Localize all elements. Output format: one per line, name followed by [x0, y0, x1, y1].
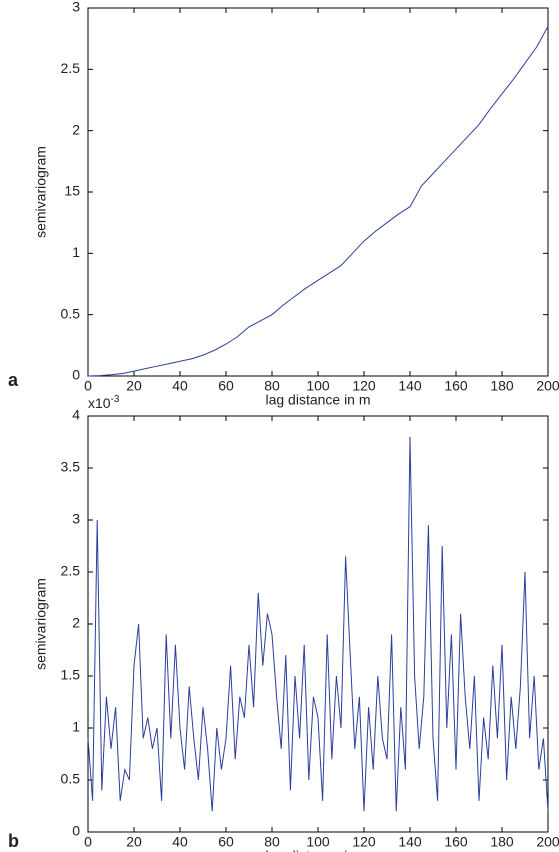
x-tick-label: 140 — [398, 378, 422, 394]
panel-label: a — [8, 370, 19, 390]
y-tick-label: 1.5 — [61, 667, 81, 683]
x-tick-label: 200 — [536, 378, 559, 394]
x-tick-label: 120 — [352, 378, 376, 394]
y-tick-label: 2 — [72, 615, 80, 631]
y-tick-label: 15 — [64, 183, 80, 199]
x-tick-label: 160 — [444, 378, 468, 394]
x-tick-label: 40 — [172, 378, 188, 394]
x-tick-label: 100 — [306, 834, 330, 850]
x-tick-label: 80 — [264, 378, 280, 394]
y-tick-label: 3.5 — [61, 459, 81, 475]
y-tick-label: 3 — [72, 0, 80, 15]
y-tick-label: 0 — [72, 823, 80, 839]
y-tick-label: 2.5 — [61, 563, 81, 579]
x-tick-label: 80 — [264, 834, 280, 850]
x-tick-label: 100 — [306, 378, 330, 394]
panel-label: b — [8, 831, 19, 851]
x-tick-label: 60 — [218, 378, 234, 394]
x-tick-label: 20 — [126, 378, 142, 394]
y-tick-label: 0.5 — [61, 305, 81, 321]
y-axis-label: semivariogram — [33, 146, 49, 238]
y-tick-label: 2.5 — [61, 60, 81, 76]
x-tick-label: 180 — [490, 834, 514, 850]
y-multiplier: x10-3 — [88, 394, 120, 411]
y-tick-label: 0.5 — [61, 771, 81, 787]
y-tick-label: 1 — [72, 244, 80, 260]
x-tick-label: 0 — [84, 834, 92, 850]
y-tick-label: 0 — [72, 367, 80, 383]
x-tick-label: 0 — [84, 378, 92, 394]
x-tick-label: 160 — [444, 834, 468, 850]
data-line — [87, 436, 549, 812]
multiplier-base: x10 — [88, 395, 111, 411]
y-tick-label: 1 — [72, 719, 80, 735]
y-axis-label: semivariogram — [33, 578, 49, 670]
axes-box — [87, 415, 549, 833]
axes-box — [87, 7, 549, 377]
y-tick-label: 3 — [72, 511, 80, 527]
x-axis-label: lag distance in m — [265, 848, 370, 852]
x-tick-label: 40 — [172, 834, 188, 850]
x-tick-label: 140 — [398, 834, 422, 850]
multiplier-exponent: -3 — [111, 394, 120, 405]
x-axis-label: lag distance in m — [265, 392, 370, 408]
x-tick-label: 120 — [352, 834, 376, 850]
y-tick-label: 4 — [72, 407, 80, 423]
x-tick-label: 180 — [490, 378, 514, 394]
x-tick-label: 20 — [126, 834, 142, 850]
data-line — [87, 26, 549, 377]
x-tick-label: 60 — [218, 834, 234, 850]
x-tick-label: 200 — [536, 834, 559, 850]
y-tick-label: 2 — [72, 121, 80, 137]
